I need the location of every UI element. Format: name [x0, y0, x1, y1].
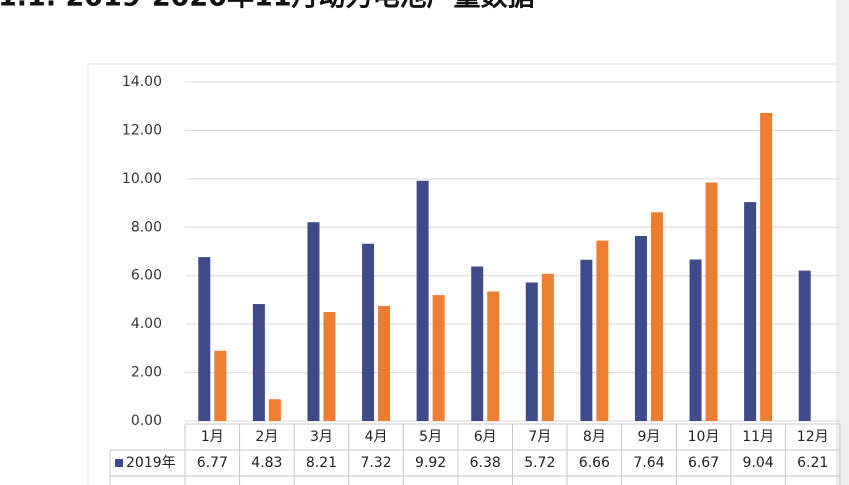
- table-value: 6.21: [797, 455, 828, 471]
- bar: [689, 259, 702, 421]
- bar: [744, 202, 757, 421]
- x-tick-label: 3月: [310, 429, 333, 445]
- bar: [596, 240, 609, 421]
- bar: [487, 291, 500, 421]
- edge-shade: [836, 0, 849, 485]
- bar: [580, 259, 593, 421]
- x-tick-label: 5月: [419, 429, 442, 445]
- bar: [214, 350, 227, 421]
- bar: [268, 399, 281, 421]
- table-value: 9.04: [743, 455, 774, 471]
- y-tick-label: 4.00: [131, 316, 162, 332]
- y-tick-label: 10.00: [122, 171, 162, 187]
- bar: [307, 222, 320, 421]
- bar: [798, 270, 811, 421]
- bar: [760, 112, 773, 421]
- y-tick-label: 0.00: [131, 413, 162, 429]
- chart-title: 1.1. 2019-2020年11月动力电池产量数据: [0, 0, 535, 13]
- x-tick-label: 10月: [688, 429, 720, 445]
- table-value: 7.32: [360, 455, 391, 471]
- x-tick-label: 11月: [742, 429, 774, 445]
- bar: [471, 266, 484, 421]
- x-tick-label: 9月: [637, 429, 660, 445]
- bar: [650, 212, 663, 421]
- table-value: 6.77: [197, 455, 228, 471]
- y-tick-label: 8.00: [131, 219, 162, 235]
- table-value: 6.67: [688, 455, 719, 471]
- table-value: 4.83: [251, 455, 282, 471]
- legend-label: 2019年: [126, 455, 176, 471]
- table-value: 5.72: [524, 455, 555, 471]
- table-value: 6.66: [579, 455, 610, 471]
- y-tick-label: 12.00: [122, 122, 162, 138]
- table-value: 6.38: [470, 455, 501, 471]
- x-tick-label: 4月: [365, 429, 388, 445]
- x-tick-label: 7月: [528, 429, 551, 445]
- bar: [525, 282, 538, 421]
- bar: [416, 180, 429, 421]
- bar: [252, 304, 265, 421]
- x-tick-label: 12月: [797, 429, 829, 445]
- x-tick-label: 6月: [474, 429, 497, 445]
- y-tick-label: 2.00: [131, 365, 162, 381]
- bar: [541, 273, 554, 421]
- y-tick-label: 6.00: [131, 268, 162, 284]
- bar: [198, 257, 211, 421]
- table-value: 7.64: [633, 455, 664, 471]
- bar: [362, 243, 375, 421]
- x-tick-label: 2月: [255, 429, 278, 445]
- bar: [378, 305, 391, 421]
- x-tick-label: 1月: [201, 429, 224, 445]
- bar: [432, 295, 445, 421]
- bar: [323, 312, 336, 421]
- x-tick-label: 8月: [583, 429, 606, 445]
- legend-swatch: [115, 459, 123, 467]
- bar: [705, 182, 718, 421]
- table-value: 9.92: [415, 455, 446, 471]
- y-tick-label: 14.00: [122, 74, 162, 90]
- table-value: 8.21: [306, 455, 337, 471]
- bar: [634, 236, 647, 421]
